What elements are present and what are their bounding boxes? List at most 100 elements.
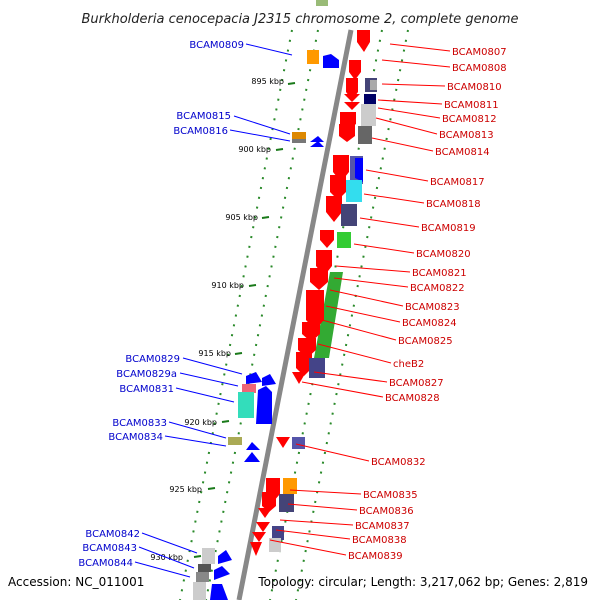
gene-feature [364, 94, 376, 104]
tick-mark [248, 284, 257, 287]
gene-label-right: cheB2 [393, 359, 424, 370]
gene-arrow-forward [244, 452, 260, 462]
leader-line [138, 546, 195, 569]
gene-label-right: BCAM0839 [348, 551, 403, 562]
gene-feature [238, 392, 254, 418]
tick-label: 905 kbp [225, 213, 258, 222]
gene-label-right: BCAM0820 [416, 249, 471, 260]
guide-line-inner-left [205, 29, 319, 600]
gene-label-right: BCAM0807 [452, 47, 507, 58]
leader-line [168, 421, 227, 439]
gene-feature [341, 204, 357, 226]
leader-line [279, 519, 354, 526]
gene-arrow-forward [310, 136, 324, 142]
gene-label-right: BCAM0827 [389, 378, 444, 389]
gene-arrow-reverse [252, 532, 266, 542]
gene-arrow-reverse [296, 352, 312, 376]
gene-arrow-reverse [250, 542, 262, 556]
gene-feature [292, 132, 306, 139]
gene-arrow-forward [310, 141, 324, 147]
leader-line [289, 489, 362, 495]
tick-label: 915 kbp [198, 349, 231, 358]
gene-label-right: BCAM0817 [430, 177, 485, 188]
leader-line [134, 561, 191, 578]
leader-line [317, 343, 392, 364]
gene-arrow-forward [355, 158, 363, 182]
accession-text: Accession: NC_011001 [8, 575, 144, 589]
gene-feature [202, 548, 215, 564]
tick-mark [207, 487, 216, 490]
gene-arrow-reverse [330, 175, 346, 200]
gene-arrow-reverse [302, 322, 320, 342]
leader-line [381, 83, 446, 87]
gene-feature [361, 104, 376, 126]
gene-arrow-reverse [310, 268, 328, 290]
gene-label-left: BCAM0816 [173, 126, 228, 137]
leader-line [182, 357, 243, 375]
gene-label-right: BCAM0811 [444, 100, 499, 111]
left-gene-labels: BCAM0809 BCAM0815 BCAM0816 BCAM0829 BCAM… [78, 40, 244, 569]
leader-line [245, 43, 293, 56]
gene-feature [279, 494, 294, 512]
gene-feature [309, 358, 325, 378]
gene-label-right: BCAM0837 [355, 521, 410, 532]
gene-arrow-forward [262, 374, 276, 386]
tick-mark [261, 216, 270, 219]
leader-line [333, 277, 409, 288]
leader-line [269, 539, 347, 556]
gene-arrow-reverse [256, 522, 270, 532]
leader-line [233, 115, 291, 135]
leader-line [295, 443, 370, 462]
leader-line [371, 137, 434, 152]
gene-arrow-reverse [262, 492, 276, 512]
leader-line [229, 129, 291, 142]
gene-label-right: BCAM0824 [402, 318, 457, 329]
gene-feature [272, 526, 284, 540]
gene-feature [346, 180, 362, 202]
leader-line [335, 265, 411, 273]
gene-feature [307, 50, 319, 64]
gene-label-right: BCAM0835 [363, 490, 418, 501]
chromosome-backbone [236, 29, 354, 600]
gene-label-right: BCAM0812 [442, 114, 497, 125]
leader-line [141, 532, 198, 554]
tick-mark [275, 148, 284, 151]
gene-arrow-reverse [258, 508, 272, 518]
gene-label-right: BCAM0810 [447, 82, 502, 93]
leader-line [365, 169, 429, 182]
leader-line [321, 319, 397, 341]
tick-label: 895 kbp [251, 77, 284, 86]
gene-label-right: BCAM0819 [421, 223, 476, 234]
gene-label-right: BCAM0818 [426, 199, 481, 210]
gene-label-right: BCAM0821 [412, 268, 467, 279]
gene-arrow-forward [323, 54, 339, 68]
gene-feature [358, 126, 372, 144]
guide-line-outer-right [295, 29, 409, 600]
gene-arrow-reverse [349, 60, 361, 80]
gene-arrow-forward [214, 566, 230, 580]
gene-feature [283, 478, 297, 494]
gene-arrow-reverse [292, 372, 306, 384]
gene-label-right: BCAM0838 [352, 535, 407, 546]
gene-feature [196, 572, 209, 582]
gene-arrow-forward [210, 584, 228, 600]
leader-line [377, 107, 441, 119]
gene-arrow-reverse [357, 30, 370, 52]
gene-feature [316, 0, 328, 6]
leader-line [377, 99, 443, 105]
gene-label-right: BCAM0823 [405, 302, 460, 313]
tick-label: 900 kbp [238, 145, 271, 154]
gene-label-right: BCAM0822 [410, 283, 465, 294]
gene-arrow-forward [218, 550, 232, 564]
gene-feature [370, 80, 377, 90]
gene-arrow-reverse [306, 290, 324, 330]
gene-feature [228, 437, 242, 445]
leader-line [301, 381, 384, 398]
tick-label: 920 kbp [184, 418, 217, 427]
gene-label-right: BCAM0813 [439, 130, 494, 141]
gene-label-right: BCAM0828 [385, 393, 440, 404]
guide-line-outer-left [179, 29, 293, 600]
gene-feature [242, 384, 256, 393]
gene-label-right: BCAM0832 [371, 457, 426, 468]
leader-line [164, 435, 227, 447]
